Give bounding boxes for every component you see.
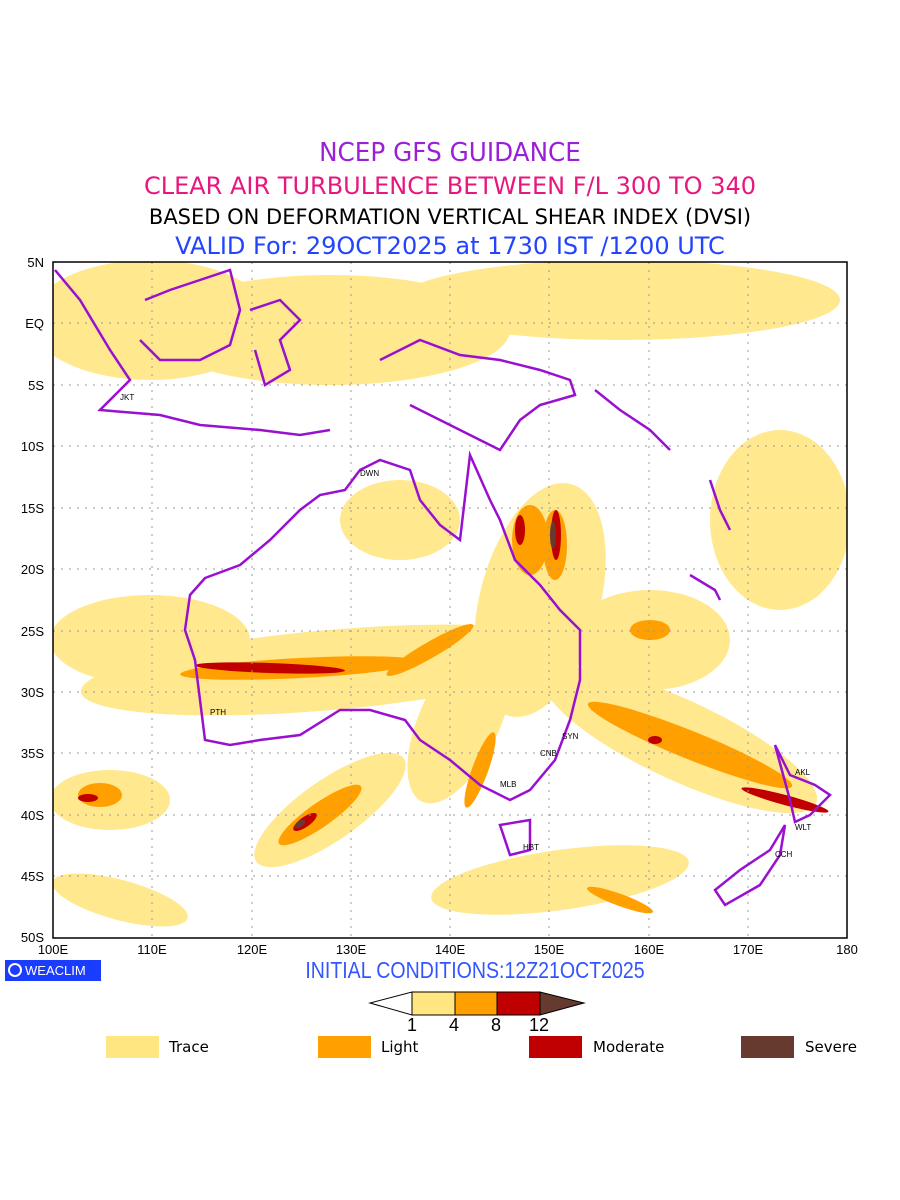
title-guidance: NCEP GFS GUIDANCE [319, 138, 581, 168]
legend-label-trace: Trace [169, 1038, 209, 1056]
lon-label: 170E [732, 942, 764, 957]
australia-coastline [183, 450, 582, 802]
lon-label: 140E [434, 942, 466, 957]
legend-swatch-moderate [529, 1036, 582, 1058]
colorbar-high-arrow [539, 991, 586, 1016]
legend-label-moderate: Moderate [593, 1038, 665, 1056]
lon-label: 100E [37, 942, 69, 957]
station-cch: CCH [775, 850, 793, 859]
colorbar-moderate [496, 991, 541, 1016]
lon-label: 110E [137, 942, 167, 957]
legend-swatch-trace [106, 1036, 159, 1058]
station-cnb: CNB [540, 749, 557, 758]
station-mlb: MLB [500, 780, 516, 789]
colorbar-threshold: 8 [491, 1015, 502, 1035]
lat-label: 40S [20, 808, 44, 823]
station-wlt: WLT [795, 823, 811, 832]
station-labels: JKT DWN PTH SYN CNB MLB HBT AKL WLT CCH [120, 393, 811, 859]
tasmania-coastline [498, 818, 532, 857]
lat-label: 15S [20, 501, 44, 516]
new-guinea-coastline [379, 338, 577, 452]
lat-label: 35S [20, 746, 44, 761]
turbulence-field: JKT DWN PTH SYN CNB MLB HBT AKL WLT CCH [53, 262, 847, 938]
lat-label: 5N [27, 255, 44, 270]
gridlines [53, 262, 847, 938]
legend-swatch-severe [741, 1036, 794, 1058]
lon-label: 160E [633, 942, 665, 957]
colorbar-threshold: 12 [529, 1015, 550, 1035]
lon-label: 130E [335, 942, 367, 957]
title-turbulence: CLEAR AIR TURBULENCE BETWEEN F/L 300 TO … [143, 172, 757, 200]
solomon-islands-coastline [594, 389, 671, 451]
new-caledonia-coastline [689, 573, 722, 601]
indonesia-coastline [54, 269, 331, 437]
lon-label: 180 [836, 942, 858, 957]
colorbar-trace [411, 991, 456, 1016]
colorbar-threshold: 1 [407, 1015, 418, 1035]
station-jkt: JKT [120, 393, 134, 402]
colorbar-light [454, 991, 498, 1016]
station-akl: AKL [795, 768, 811, 777]
map-frame [52, 261, 848, 939]
initial-conditions: INITIAL CONDITIONS:12Z21OCT2025 [305, 957, 645, 983]
logo-text: WEACLIM [25, 963, 86, 978]
lat-label: 10S [20, 439, 44, 454]
legend-label-severe: Severe [805, 1038, 857, 1056]
new-zealand-south-coastline [713, 824, 787, 907]
new-zealand-north-coastline [773, 744, 832, 824]
lat-label: 5S [28, 378, 44, 393]
station-syn: SYN [562, 732, 579, 741]
lon-label: 150E [533, 942, 565, 957]
colorbar [368, 991, 586, 1016]
station-pth: PTH [210, 708, 226, 717]
legend-label-light: Light [381, 1038, 419, 1056]
lat-label: 45S [20, 869, 44, 884]
legend-swatch-light [318, 1036, 371, 1058]
coastlines [54, 268, 832, 907]
colorbar-low-arrow [368, 991, 413, 1016]
lat-label: 25S [20, 624, 44, 639]
title-valid-time: VALID For: 29OCT2025 at 1730 IST /1200 U… [175, 232, 725, 260]
lat-label: EQ [25, 316, 44, 331]
copyright-icon [8, 963, 22, 977]
lon-label: 120E [236, 942, 268, 957]
station-hbt: HBT [523, 843, 539, 852]
lat-label: 50S [20, 930, 44, 945]
weaclim-logo: WEACLIM [5, 960, 101, 981]
borneo-coastline [139, 268, 242, 362]
station-dwn: DWN [360, 469, 379, 478]
vanuatu-coastline [708, 479, 732, 531]
sulawesi-coastline [249, 298, 302, 387]
colorbar-threshold: 4 [449, 1015, 460, 1035]
lat-label: 20S [20, 562, 44, 577]
lat-label: 30S [20, 685, 44, 700]
title-index: BASED ON DEFORMATION VERTICAL SHEAR INDE… [148, 205, 752, 229]
